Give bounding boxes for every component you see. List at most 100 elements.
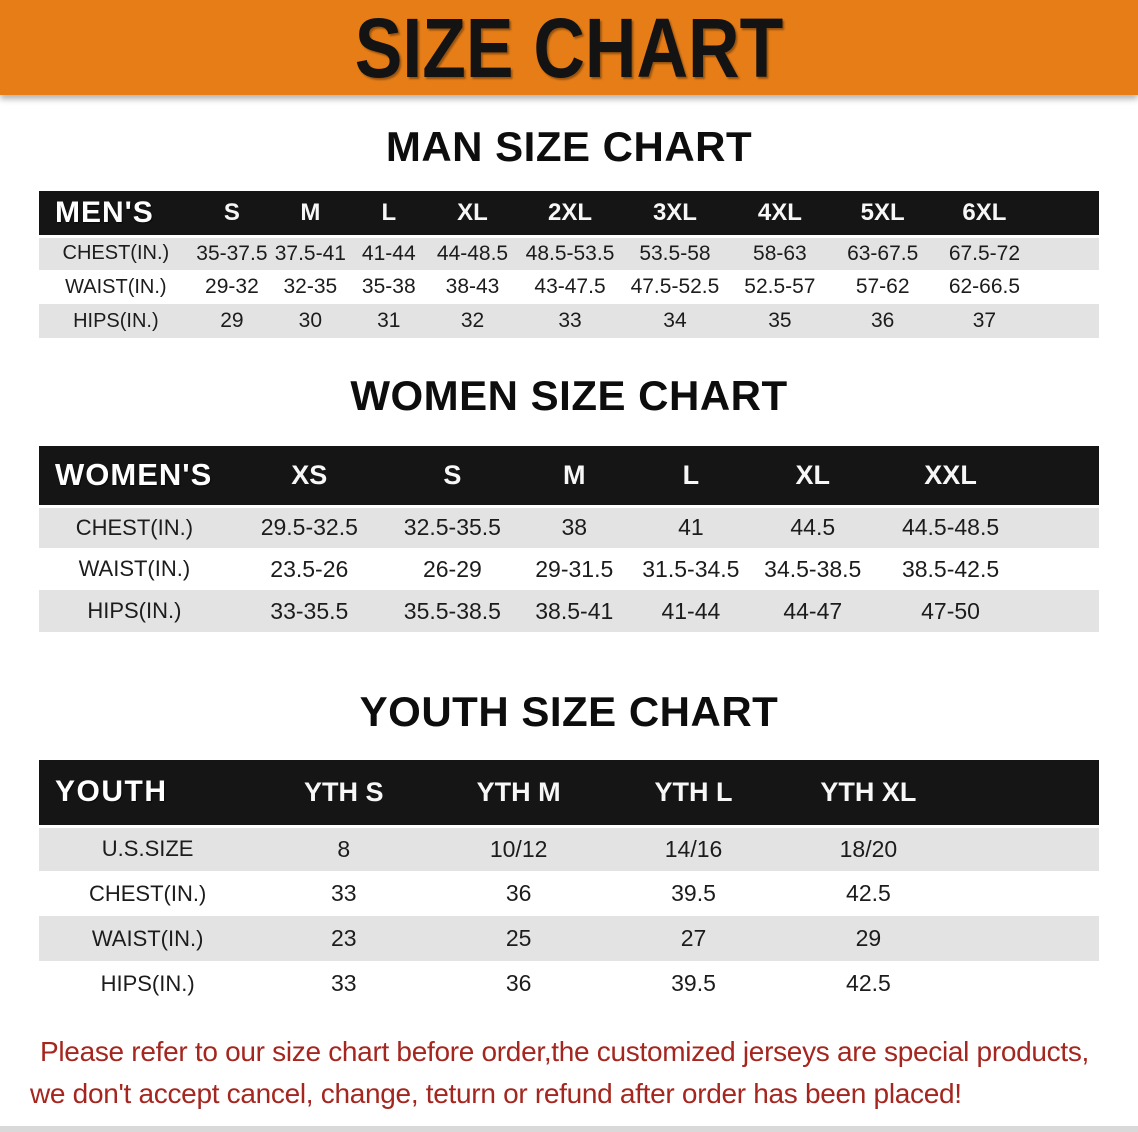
spacer-cell xyxy=(956,916,1099,961)
measurement-row-label: U.S.SIZE xyxy=(101,836,194,862)
measurement-value: 47.5-52.5 xyxy=(630,275,720,298)
measurement-value: 38-43 xyxy=(445,275,500,298)
banner: SIZE CHART xyxy=(0,0,1138,95)
measurement-row-label: WAIST(IN.) xyxy=(91,925,204,951)
measurement-value: 36 xyxy=(505,880,532,906)
measurement-row-label: HIPS(IN.) xyxy=(87,598,182,623)
measurement-value: 35-38 xyxy=(361,275,416,298)
spacer-cell xyxy=(1025,506,1099,548)
youth-section: YOUTH SIZE CHART YOUTH YTH S YTH M YTH L YTH… xyxy=(0,688,1138,1006)
men-section: MAN SIZE CHART MEN'S S M L XL 2XL 3XL 4XL 5XL 6XL… xyxy=(0,123,1138,338)
measurement-value: 62-66.5 xyxy=(948,275,1021,298)
measurement-value: 34.5-38.5 xyxy=(764,555,862,582)
measurement-row-label: WAIST(IN.) xyxy=(65,275,167,298)
measurement-value: 29.5-32.5 xyxy=(260,514,358,541)
measurement-value: 18/20 xyxy=(839,835,898,862)
measurement-value: 58-63 xyxy=(753,241,807,265)
measurement-value: 35.5-38.5 xyxy=(403,597,501,624)
table-group-label: MEN'S xyxy=(39,191,193,236)
measurement-row: CHEST(IN.) 29.5-32.5 32.5-35.5 38 41 44.5 44.5… xyxy=(39,506,1099,548)
measurement-value: 39.5 xyxy=(671,880,716,906)
size-column-header: YTH XL xyxy=(780,760,956,826)
measurement-value: 47-50 xyxy=(921,597,980,624)
table-group-label: WOMEN'S xyxy=(39,446,230,506)
spacer-cell xyxy=(956,826,1099,871)
measurement-row: U.S.SIZE 8 10/12 14/16 18/20 xyxy=(39,826,1099,871)
spacer-cell xyxy=(1024,446,1099,506)
measurement-value: 31 xyxy=(377,309,401,332)
measurement-value: 23.5-26 xyxy=(270,555,349,582)
measurement-value: 36 xyxy=(871,309,895,332)
measurement-value: 41 xyxy=(678,514,704,541)
measurement-value: 31.5-34.5 xyxy=(642,555,740,582)
measurement-row-label: HIPS(IN.) xyxy=(73,309,159,332)
measurement-value: 29-32 xyxy=(205,275,259,298)
measurement-value: 44.5 xyxy=(790,514,836,541)
size-column-header: 3XL xyxy=(623,191,727,236)
measurement-value: 37 xyxy=(972,309,997,332)
measurement-value: 41-44 xyxy=(361,241,416,265)
measurement-value: 48.5-53.5 xyxy=(525,241,615,265)
measurement-value: 63-67.5 xyxy=(847,241,919,265)
size-column-header: L xyxy=(632,446,750,506)
table-group-label: YOUTH xyxy=(39,760,257,826)
measurement-value: 33 xyxy=(330,880,357,906)
women-section: WOMEN SIZE CHART WOMEN'S XS S M L XL XXL CHEST(… xyxy=(0,372,1138,632)
disclaimer: Please refer to our size chart before or… xyxy=(0,1031,1138,1115)
measurement-value: 33 xyxy=(330,970,357,996)
spacer-cell xyxy=(1025,548,1099,590)
table-header-row: WOMEN'S XS S M L XL XXL xyxy=(39,446,1099,506)
banner-title: SIZE CHART xyxy=(354,0,784,95)
youth-size-table: YOUTH YTH S YTH M YTH L YTH XL U.S.SIZE 8 10/12… xyxy=(39,760,1099,1006)
size-column-header: YTH M xyxy=(431,760,607,826)
measurement-value: 36 xyxy=(505,970,532,996)
measurement-value: 38.5-42.5 xyxy=(901,555,1000,582)
spacer-cell xyxy=(1025,590,1099,632)
measurement-row-label: WAIST(IN.) xyxy=(78,556,191,581)
size-column-header: 6XL xyxy=(932,191,1037,236)
measurement-row: HIPS(IN.) 33 36 39.5 42.5 xyxy=(39,961,1099,1006)
size-column-header: L xyxy=(349,191,428,236)
spacer-cell xyxy=(956,871,1099,916)
size-column-header: 4XL xyxy=(726,191,833,236)
measurement-row: WAIST(IN.) 23 25 27 29 xyxy=(39,916,1099,961)
measurement-value: 44-47 xyxy=(783,597,843,624)
size-column-header: XL xyxy=(749,446,877,506)
measurement-value: 33-35.5 xyxy=(270,597,349,624)
women-section-heading: WOMEN SIZE CHART xyxy=(350,372,788,419)
measurement-value: 38.5-41 xyxy=(535,597,614,624)
size-column-header: M xyxy=(271,191,350,236)
measurement-value: 35-37.5 xyxy=(196,241,268,265)
measurement-row-label: HIPS(IN.) xyxy=(100,970,195,996)
size-column-header: YTH L xyxy=(606,760,781,826)
spacer-cell xyxy=(955,760,1099,826)
measurement-value: 8 xyxy=(337,835,351,862)
measurement-value: 29-31.5 xyxy=(535,555,614,582)
measurement-value: 43-47.5 xyxy=(534,275,606,298)
measurement-value: 67.5-72 xyxy=(948,241,1021,265)
measurement-value: 30 xyxy=(298,309,323,332)
measurement-value: 53.5-58 xyxy=(639,241,711,265)
measurement-value: 44.5-48.5 xyxy=(901,514,1000,541)
disclaimer-line-2: we don't accept cancel, change, teturn o… xyxy=(30,1078,962,1109)
measurement-row-label: CHEST(IN.) xyxy=(62,242,170,265)
measurement-value: 33 xyxy=(558,309,582,332)
measurement-row: CHEST(IN.) 35-37.5 37.5-41 41-44 44-48.5 48.5… xyxy=(39,236,1099,270)
measurement-value: 37.5-41 xyxy=(274,241,346,265)
spacer-cell xyxy=(1036,270,1099,304)
measurement-value: 29 xyxy=(220,309,244,332)
measurement-row-label: CHEST(IN.) xyxy=(75,514,194,540)
youth-section-heading: YOUTH SIZE CHART xyxy=(359,688,779,735)
men-size-table: MEN'S S M L XL 2XL 3XL 4XL 5XL 6XL CHEST(IN.) 35-37… xyxy=(39,191,1099,338)
table-header-row: YOUTH YTH S YTH M YTH L YTH XL xyxy=(39,760,1099,826)
size-column-header: XS xyxy=(229,446,389,506)
measurement-value: 39.5 xyxy=(671,970,716,996)
measurement-value: 41-44 xyxy=(661,597,721,624)
spacer-cell xyxy=(1036,304,1099,338)
measurement-value: 23 xyxy=(330,925,357,951)
women-size-table: WOMEN'S XS S M L XL XXL CHEST(IN.) 29.5-32.5 32.5… xyxy=(39,446,1099,632)
measurement-value: 26-29 xyxy=(422,555,482,582)
size-column-header: 5XL xyxy=(832,191,933,236)
measurement-value: 27 xyxy=(680,925,707,951)
spacer-cell xyxy=(1036,236,1099,270)
